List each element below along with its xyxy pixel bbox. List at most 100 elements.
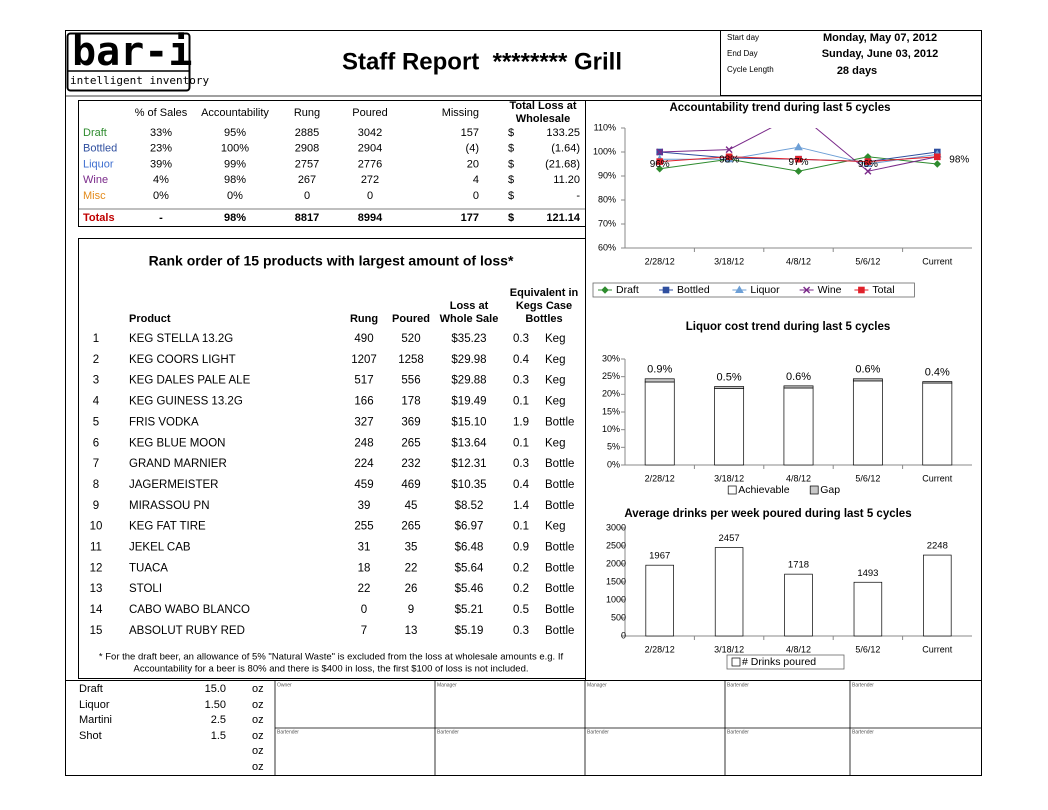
bar [644, 381, 675, 466]
cell: 0 [473, 190, 479, 202]
y-tick-label: 500 [611, 612, 626, 622]
cell: 0.5 [513, 604, 529, 616]
x-tick-label: Current [922, 644, 953, 654]
cell: (1.64) [551, 143, 580, 155]
cell: 14 [90, 604, 103, 616]
logo-tagline: intelligent inventory [70, 74, 209, 87]
cell: 0.2 [513, 562, 529, 574]
cell: FRIS VODKA [129, 416, 199, 428]
field-value: Monday, May 07, 2012 [823, 32, 937, 44]
y-tick-label: 0% [607, 459, 620, 469]
cell: 95% [224, 127, 246, 139]
cell: 490 [354, 333, 373, 345]
cell: 18 [358, 562, 371, 574]
legend-marker [858, 286, 865, 294]
bar [783, 385, 814, 389]
y-tick-label: 1500 [606, 576, 626, 586]
x-tick-label: Current [922, 473, 953, 483]
cell: $5.46 [455, 583, 484, 595]
field-label: Start day [727, 33, 759, 42]
x-tick-label: 2/28/12 [645, 644, 675, 654]
cell: 265 [401, 437, 420, 449]
column-header: Wholesale [516, 113, 570, 125]
bar [922, 382, 953, 466]
signature-label: Bartender [852, 682, 874, 688]
bar [714, 547, 744, 637]
column-header: % of Sales [135, 107, 188, 119]
cell: 133.25 [546, 127, 580, 139]
cell: (21.68) [545, 158, 580, 170]
cell: Keg [545, 437, 565, 449]
cell: CABO WABO BLANCO [129, 604, 250, 616]
y-tick-label: 60% [598, 242, 616, 252]
cell: Bottle [545, 500, 574, 512]
cell: 23% [150, 143, 172, 155]
cell: 469 [401, 479, 420, 491]
cell: 1207 [351, 354, 377, 366]
logo-box [66, 32, 191, 92]
cell: KEG DALES PALE ALE [129, 375, 251, 387]
cell: 22 [405, 562, 418, 574]
cell: 11.20 [553, 174, 580, 186]
cell: Bottle [545, 604, 574, 616]
cell: 0.9 [513, 542, 529, 554]
cell: Bottle [545, 416, 574, 428]
x-tick-label: 5/6/12 [855, 256, 880, 266]
column-header: Accountability [201, 107, 269, 119]
y-tick-label: 110% [594, 122, 616, 132]
cell: $13.64 [451, 437, 487, 449]
unit-amount: 15.0 [205, 683, 226, 695]
marker [794, 167, 803, 175]
unit-amount: 1.5 [211, 730, 226, 742]
cell: KEG FAT TIRE [129, 521, 206, 533]
cell: 26 [405, 583, 418, 595]
x-tick-label: 3/18/12 [714, 256, 744, 266]
row-label: Wine [83, 174, 108, 186]
bar [783, 387, 814, 466]
data-label: 98% [719, 154, 739, 165]
cell: Keg [545, 521, 565, 533]
cell: $29.98 [451, 354, 486, 366]
marker [725, 153, 733, 161]
cell: 4% [153, 174, 169, 186]
legend-marker [803, 286, 811, 294]
footnote: * For the draft beer, an allowance of 5%… [99, 652, 564, 663]
ranking-title: Rank order of 15 products with largest a… [149, 253, 514, 269]
y-tick-label: 2500 [606, 540, 626, 550]
row-label: Liquor [83, 158, 114, 170]
signature-label: Bartender [277, 729, 299, 735]
cell: $5.64 [455, 562, 484, 574]
marker [933, 160, 942, 168]
cell: 265 [401, 521, 420, 533]
logo: bar-i [72, 29, 192, 75]
cell: GRAND MARNIER [129, 458, 227, 470]
cell: 556 [401, 375, 420, 387]
cell: 39 [358, 500, 371, 512]
cell: 369 [401, 416, 420, 428]
cell: JAGERMEISTER [129, 479, 218, 491]
unit-amount: 1.50 [205, 699, 226, 711]
data-label: 1967 [649, 551, 670, 562]
cell: 0.3 [513, 458, 529, 470]
cell: 12 [90, 562, 103, 574]
x-tick-label: 2/28/12 [645, 256, 675, 266]
cell: KEG STELLA 13.2G [129, 333, 233, 345]
signature-label: Manager [437, 682, 457, 688]
row-label: Misc [83, 190, 106, 202]
cell: 15 [90, 625, 103, 637]
unit: oz [252, 714, 264, 726]
marker [655, 165, 664, 173]
legend-marker [601, 286, 609, 294]
cell: 1.4 [513, 500, 530, 512]
legend-label: Bottled [677, 284, 710, 296]
bar [853, 581, 883, 637]
legend-label: Total [872, 284, 894, 296]
marker [725, 146, 733, 154]
cell: 0 [361, 604, 367, 616]
data-label: 0.6% [786, 371, 811, 383]
data-label: 98% [949, 154, 969, 165]
cell: TUACA [129, 562, 168, 574]
marker [864, 167, 872, 175]
cell: 8 [93, 479, 99, 491]
